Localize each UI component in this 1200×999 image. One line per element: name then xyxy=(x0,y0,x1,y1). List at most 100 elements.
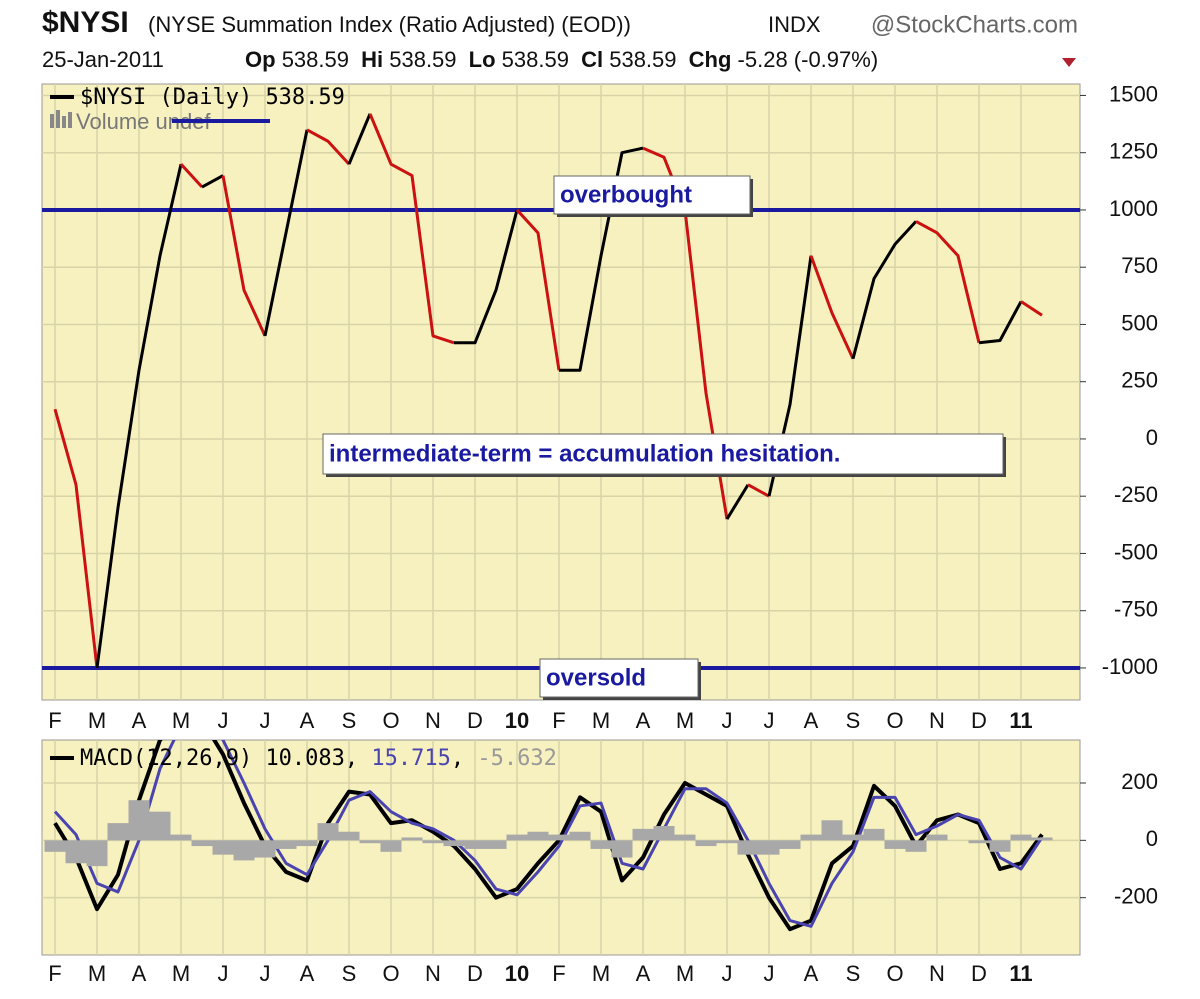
x-tick-label: D xyxy=(971,961,987,986)
annotation-box xyxy=(539,658,699,698)
volume-icon xyxy=(56,110,60,128)
x-tick-label: A xyxy=(804,961,819,986)
histogram-bar xyxy=(107,823,129,841)
histogram-bar xyxy=(842,834,864,841)
histogram-bar xyxy=(1031,837,1053,841)
histogram-bar xyxy=(905,840,927,852)
x-tick-label: A xyxy=(636,961,651,986)
field-label: Cl xyxy=(581,47,603,72)
volume-icon xyxy=(50,114,54,128)
x-tick-label: F xyxy=(48,708,61,733)
y-tick-label: 1000 xyxy=(1109,196,1158,221)
y-tick-label: 1250 xyxy=(1109,139,1158,164)
histogram-bar xyxy=(296,840,318,847)
histogram-bar xyxy=(422,840,444,844)
y-tick-label: -200 xyxy=(1114,883,1158,908)
histogram-bar xyxy=(863,828,885,841)
field-value: 538.59 xyxy=(502,47,569,72)
series-line xyxy=(306,128,351,166)
series-line xyxy=(95,163,183,669)
legend-value: -5.632 xyxy=(477,746,556,771)
series-line xyxy=(559,146,644,372)
x-tick-label: J xyxy=(764,961,775,986)
x-tick-label: M xyxy=(676,708,694,733)
x-tick-label: D xyxy=(971,708,987,733)
x-tick-label: D xyxy=(467,961,483,986)
series-line xyxy=(809,255,855,360)
x-tick-label: F xyxy=(552,708,565,733)
volume-icon xyxy=(68,112,72,128)
series-line xyxy=(347,113,372,165)
x-tick-label: A xyxy=(132,708,147,733)
field-label: Op xyxy=(245,47,276,72)
date: 25-Jan-2011 xyxy=(42,47,164,72)
legend-name: $NYSI (Daily) xyxy=(80,85,252,110)
histogram-bar xyxy=(338,831,360,841)
histogram-bar xyxy=(590,840,612,849)
histogram-bar xyxy=(884,840,906,849)
x-tick-label: J xyxy=(218,961,229,986)
histogram-bar xyxy=(233,840,255,861)
plot-marks xyxy=(44,740,1053,932)
x-tick-label: M xyxy=(88,961,106,986)
x-tick-label: M xyxy=(172,961,190,986)
histogram-bar xyxy=(968,840,990,844)
histogram-bar xyxy=(128,800,150,841)
y-tick-label: -750 xyxy=(1114,597,1158,622)
y-tick-label: 0 xyxy=(1146,826,1158,851)
field-value: 538.59 xyxy=(282,47,349,72)
histogram-bar xyxy=(275,840,297,849)
source: @StockCharts.com xyxy=(871,11,1078,38)
series-line xyxy=(1020,300,1043,317)
volume-icon xyxy=(62,116,66,128)
field-label: Hi xyxy=(361,47,383,72)
series-line xyxy=(978,300,1023,345)
series-line xyxy=(454,209,519,345)
histogram-bar xyxy=(44,840,66,852)
series-line xyxy=(515,208,561,371)
x-tick-label: J xyxy=(260,961,271,986)
series-line xyxy=(263,129,309,337)
y-tick-label: -500 xyxy=(1114,539,1158,564)
histogram-bar xyxy=(527,831,549,841)
histogram-bar xyxy=(86,840,108,867)
annotation-box xyxy=(553,175,751,215)
legend-value: 538.59 xyxy=(265,85,344,110)
x-tick-label: M xyxy=(592,708,610,733)
x-tick-label: N xyxy=(425,708,441,733)
x-tick-label: 11 xyxy=(1009,708,1032,733)
legend-value: 10.083 xyxy=(265,746,344,771)
x-tick-label: F xyxy=(552,961,565,986)
histogram-bar xyxy=(569,831,591,841)
series-line xyxy=(179,163,204,189)
histogram-bar xyxy=(716,840,738,844)
histogram-bar xyxy=(800,834,822,841)
down-arrow xyxy=(1062,58,1076,67)
description: (NYSE Summation Index (Ratio Adjusted) (… xyxy=(148,12,631,37)
histogram-bar xyxy=(989,840,1011,852)
y-tick-label: 0 xyxy=(1146,425,1158,450)
x-tick-label: S xyxy=(342,961,357,986)
histogram-bar xyxy=(212,840,234,855)
x-tick-label: J xyxy=(722,708,733,733)
field-label: Lo xyxy=(469,47,496,72)
x-tick-label: M xyxy=(88,708,106,733)
y-tick-label: 1500 xyxy=(1109,81,1158,106)
annotation: oversold xyxy=(546,664,646,691)
series-line xyxy=(221,175,267,337)
histogram-bar xyxy=(170,834,192,841)
histogram-bar xyxy=(149,811,171,841)
series-line xyxy=(851,220,918,360)
field-value: 538.59 xyxy=(609,47,676,72)
x-tick-label: A xyxy=(300,708,315,733)
symbol: $NYSI xyxy=(42,6,129,39)
x-tick-label: M xyxy=(592,961,610,986)
series-line xyxy=(53,740,1044,932)
x-tick-label: N xyxy=(929,961,945,986)
histogram-bar xyxy=(317,823,339,841)
x-tick-label: A xyxy=(132,961,147,986)
x-tick-label: F xyxy=(48,961,61,986)
x-tick-label: N xyxy=(425,961,441,986)
annotation: overbought xyxy=(560,181,692,208)
